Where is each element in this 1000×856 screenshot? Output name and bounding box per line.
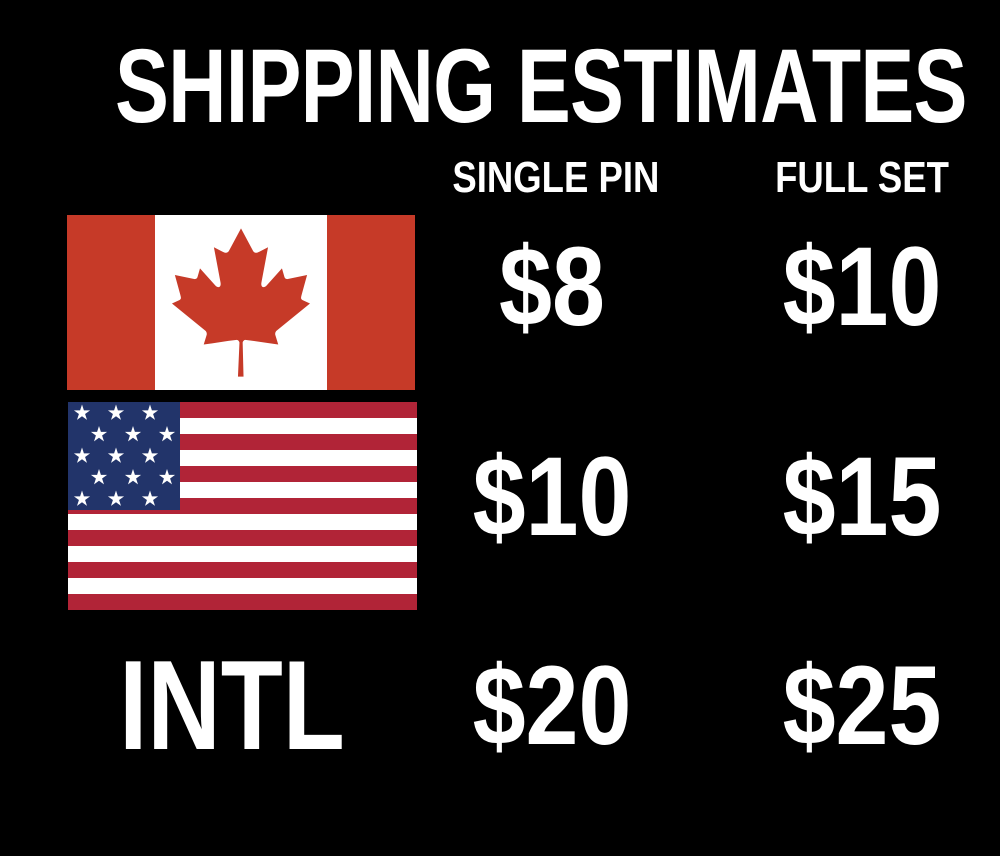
usa-flag-canton	[68, 402, 180, 510]
canada-flag	[67, 215, 415, 390]
usa-flag	[68, 402, 417, 610]
canada-flag-left-band	[67, 215, 155, 390]
price-intl-full-set: $25	[782, 643, 942, 768]
price-usa-single-pin: $10	[472, 434, 632, 559]
price-usa-full-set: $15	[782, 434, 942, 559]
price-canada-single-pin: $8	[499, 224, 605, 349]
canada-flag-right-band	[327, 215, 415, 390]
column-header-single-pin: SINGLE PIN	[452, 153, 660, 202]
intl-label: INTL	[119, 634, 345, 776]
page-title: SHIPPING ESTIMATES	[0, 34, 1000, 139]
column-header-full-set: FULL SET	[775, 153, 949, 202]
price-canada-full-set: $10	[782, 224, 942, 349]
page-title-text: SHIPPING ESTIMATES	[115, 28, 967, 145]
price-intl-single-pin: $20	[472, 643, 632, 768]
maple-leaf-icon	[171, 228, 310, 377]
